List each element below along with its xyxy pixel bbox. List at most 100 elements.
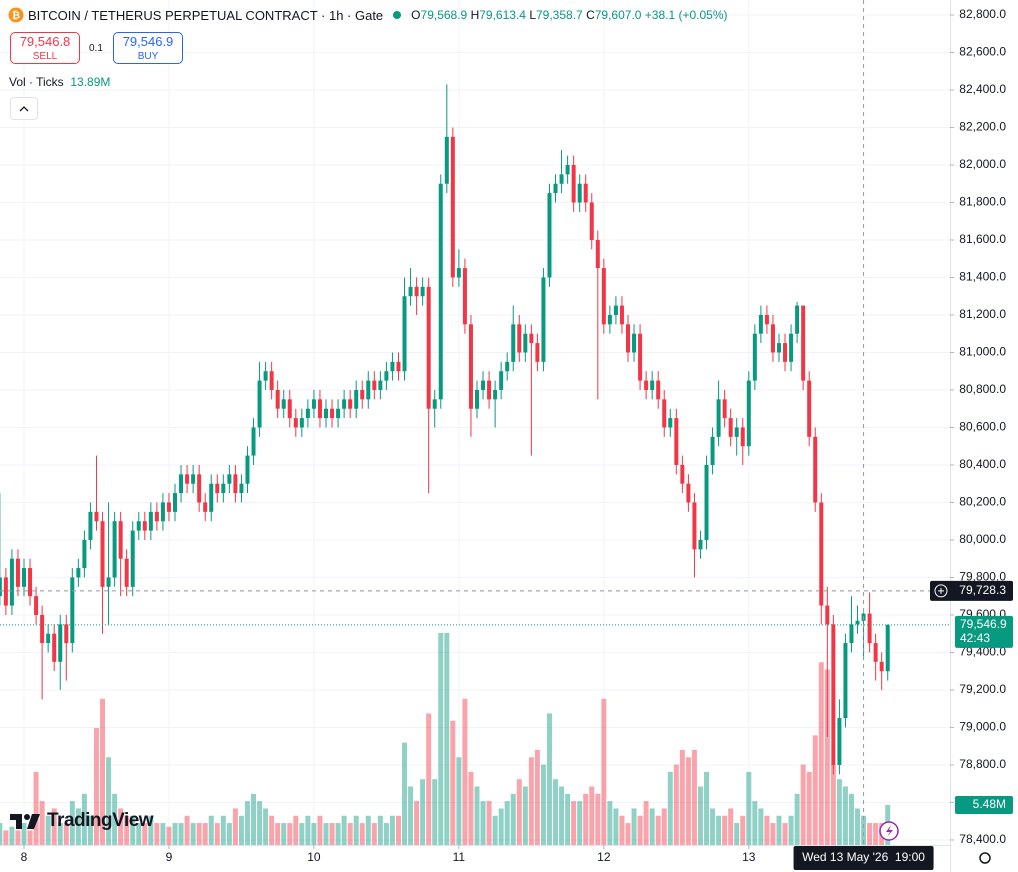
volume-bar [758,808,764,845]
candle-body [64,624,69,644]
volume-bar [190,823,196,845]
volume-bar [389,815,395,845]
candle-body [855,620,860,625]
candle-body [3,577,8,606]
candle-body [758,314,763,334]
volume-bar [51,808,57,845]
x-tick-label: 10 [307,850,321,864]
volume-bar [395,815,401,845]
volume-bar [251,793,257,845]
candle-body [626,324,630,353]
volume-bar [704,771,710,845]
candle-body [650,380,655,390]
candle-body [801,305,806,381]
volume-bar [21,823,27,845]
y-tick-label: 81,600.0 [959,232,1006,246]
candle-body [607,314,612,325]
volume-bar [498,808,504,845]
y-tick-label: 80,800.0 [959,382,1006,396]
volume-bar [323,823,329,845]
volume-bar [583,793,589,845]
candle-body [46,633,51,644]
volume-bar [87,815,93,845]
crosshair-price-box [930,580,1013,601]
volume-bar [486,801,492,845]
y-tick-label: 80,400.0 [959,457,1006,471]
volume-bar [516,779,522,845]
x-tick-label: 11 [453,850,466,864]
candle-body [209,483,214,512]
volume-bar [3,830,9,845]
volume-bar [130,815,136,845]
candle-body [686,483,691,503]
candle-body [197,474,202,503]
candle-body [227,474,232,484]
volume-bar [383,823,389,845]
y-tick-label: 78,400.0 [959,832,1006,846]
y-tick-label: 79,800.0 [959,570,1006,584]
volume-bar [830,764,836,845]
candle-body [764,314,769,325]
logo[interactable]: TradingView [10,810,154,832]
symbol[interactable]: BITCOIN / TETHERUS PERPETUAL CONTRACT · … [28,7,384,23]
candle-body [239,483,244,494]
collapse-button[interactable] [10,97,38,120]
change: +38.1 (+0.05%) [644,8,728,22]
logo-mark [10,814,40,829]
candle-body [58,624,63,662]
volume-bar [220,815,226,845]
volume-bar [873,823,879,845]
add-alert-icon [934,584,948,598]
last-price-box [955,615,1013,648]
volume-bar [45,815,51,845]
buy-button[interactable]: 79,546.9 BUY [113,32,183,64]
btc-icon: ₿ [8,7,24,23]
y-tick-label: 80,000.0 [959,532,1006,546]
candle-body [535,343,540,362]
candle-body [638,333,643,381]
volume-bar [63,823,69,845]
volume-bar [631,808,637,845]
candle-body [813,436,818,503]
h-value: 79,613.4 [479,8,526,22]
candle-body [601,268,606,325]
quantity[interactable]: 0.1 [89,43,103,54]
x-tick-label: 9 [166,850,173,864]
ohlc: O79,568.9 H79,613.4 L79,358.7 C79,607.0 … [411,8,727,22]
volume-bar [275,823,281,845]
volume-bar [776,815,782,845]
volume-bar [468,771,474,845]
sell-button[interactable]: 79,546.8 SELL [10,32,80,64]
candle-body [644,380,649,390]
volume-bar [540,764,546,845]
volume-bar [39,801,45,845]
candle-body [831,624,836,765]
candle-body [124,558,129,587]
candle-body [577,183,582,203]
volume-bar [311,823,317,845]
volume-bar [836,779,842,845]
candle-body [118,521,123,559]
volume-bar [269,815,275,845]
volume-bar [136,823,142,845]
candle-body [692,502,697,550]
volume-bar [106,757,112,845]
candle-body [613,305,618,315]
candle-body [867,613,872,644]
candle-body [263,371,268,381]
volume-bar [432,779,438,845]
candle-body [493,389,498,400]
candle-body [777,343,781,353]
volume-bar [492,815,498,845]
candle-body [450,136,455,278]
volume-bar [812,735,818,845]
candle-body [28,568,33,597]
y-tick-label: 82,600.0 [959,45,1006,59]
y-tick-label: 81,400.0 [959,270,1006,284]
volume-bar [75,808,81,845]
svg-text:₿: ₿ [12,10,20,22]
candle-body [34,596,39,615]
candle-body [632,333,637,353]
volume-bar [794,793,800,845]
